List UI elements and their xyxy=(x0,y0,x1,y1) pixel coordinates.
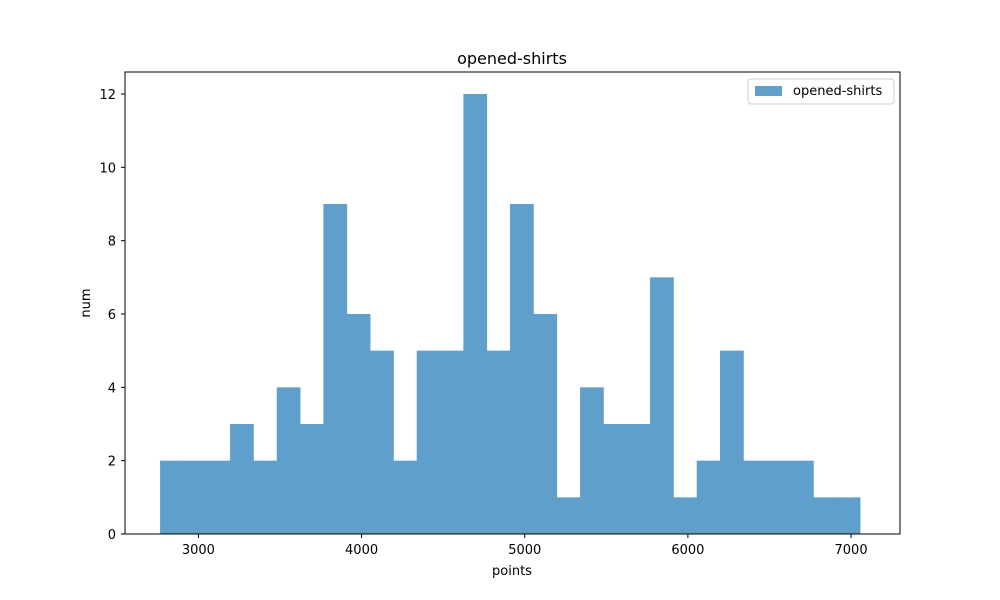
histogram-bar xyxy=(440,350,464,534)
histogram-bar xyxy=(463,94,488,534)
histogram-bar xyxy=(393,460,418,534)
histogram-bar xyxy=(300,424,324,534)
histogram-bar xyxy=(510,204,534,534)
histogram-bar xyxy=(626,424,651,534)
histogram-bar xyxy=(766,460,791,534)
chart-title: opened-shirts xyxy=(457,49,567,68)
y-tick-label: 6 xyxy=(108,308,116,323)
x-tick-label: 4000 xyxy=(345,543,378,558)
histogram-bar xyxy=(276,387,301,534)
y-tick-label: 10 xyxy=(99,161,116,176)
x-tick-label: 5000 xyxy=(508,543,541,558)
histogram-bar xyxy=(836,497,861,534)
y-tick-label: 0 xyxy=(108,528,116,543)
histogram-bar xyxy=(720,350,744,534)
histogram-bar xyxy=(323,204,348,534)
histogram-bar xyxy=(346,314,371,534)
histogram-bar xyxy=(416,350,441,534)
histogram-bar xyxy=(673,497,698,534)
y-tick-label: 8 xyxy=(108,235,116,250)
histogram-bar xyxy=(253,460,278,534)
y-tick-label: 2 xyxy=(108,455,116,470)
histogram-bar xyxy=(603,424,628,534)
histogram-bar xyxy=(556,497,581,534)
histogram-bar xyxy=(230,424,254,534)
histogram-bar xyxy=(533,314,558,534)
histogram-bar xyxy=(696,460,721,534)
x-axis-ticks: 3000 4000 5000 6000 7000 xyxy=(182,534,868,558)
histogram-bar xyxy=(160,460,184,534)
plot-frame xyxy=(124,71,901,535)
histogram-bar xyxy=(370,350,394,534)
histogram-bar xyxy=(206,460,231,534)
x-tick-label: 7000 xyxy=(835,543,868,558)
histogram-bars xyxy=(160,94,861,534)
histogram-bar xyxy=(486,350,511,534)
x-axis-label: points xyxy=(492,564,532,579)
legend: opened-shirts xyxy=(747,78,895,105)
histogram-bar xyxy=(813,497,838,534)
y-axis-label: num xyxy=(79,288,94,317)
y-axis-ticks: 0 2 4 6 8 10 12 xyxy=(99,88,125,543)
y-tick-label: 12 xyxy=(99,88,116,103)
histogram-bar xyxy=(743,460,768,534)
legend-label: opened-shirts xyxy=(793,84,882,99)
histogram-bar xyxy=(650,277,674,534)
histogram-bar xyxy=(183,460,208,534)
x-tick-label: 3000 xyxy=(182,543,215,558)
legend-swatch xyxy=(755,86,782,96)
histogram-bar xyxy=(790,460,814,534)
y-tick-label: 4 xyxy=(108,381,116,396)
legend-box xyxy=(747,78,895,105)
x-tick-label: 6000 xyxy=(671,543,704,558)
histogram-bar xyxy=(580,387,604,534)
